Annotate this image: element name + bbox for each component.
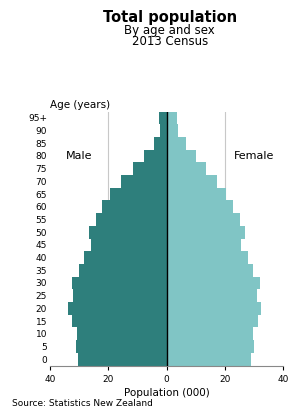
Text: Age (years): Age (years) bbox=[50, 100, 110, 110]
Bar bbox=[72, 315, 167, 328]
Bar bbox=[92, 238, 167, 251]
X-axis label: Population (000): Population (000) bbox=[124, 388, 210, 398]
Bar bbox=[159, 112, 167, 124]
Bar bbox=[167, 150, 196, 162]
Bar bbox=[167, 112, 177, 124]
Bar bbox=[110, 188, 167, 200]
Bar bbox=[167, 162, 206, 175]
Bar bbox=[167, 328, 253, 340]
Bar bbox=[78, 353, 167, 366]
Text: 2013 Census: 2013 Census bbox=[132, 35, 208, 47]
Bar bbox=[167, 175, 217, 188]
Text: By age and sex: By age and sex bbox=[124, 24, 215, 37]
Bar bbox=[102, 200, 167, 213]
Bar bbox=[84, 251, 167, 264]
Bar bbox=[167, 188, 226, 200]
Bar bbox=[72, 277, 167, 289]
Text: Female: Female bbox=[234, 151, 274, 161]
Text: Total population: Total population bbox=[103, 10, 237, 25]
Text: Male: Male bbox=[66, 151, 92, 161]
Bar bbox=[68, 302, 167, 315]
Bar bbox=[154, 137, 167, 150]
Bar bbox=[167, 238, 241, 251]
Text: Source: Statistics New Zealand: Source: Statistics New Zealand bbox=[12, 399, 153, 408]
Bar bbox=[167, 353, 251, 366]
Bar bbox=[73, 289, 167, 302]
Bar bbox=[144, 150, 167, 162]
Bar bbox=[77, 328, 167, 340]
Bar bbox=[167, 213, 240, 226]
Bar bbox=[167, 251, 248, 264]
Bar bbox=[96, 213, 167, 226]
Bar bbox=[167, 315, 258, 328]
Bar bbox=[167, 289, 257, 302]
Bar bbox=[167, 264, 253, 277]
Bar bbox=[167, 200, 233, 213]
Bar bbox=[160, 124, 167, 137]
Bar bbox=[89, 226, 167, 238]
Bar bbox=[167, 277, 260, 289]
Bar bbox=[133, 162, 167, 175]
Bar bbox=[121, 175, 167, 188]
Bar bbox=[167, 124, 178, 137]
Bar bbox=[167, 226, 245, 238]
Bar bbox=[167, 137, 186, 150]
Bar bbox=[167, 302, 261, 315]
Bar bbox=[76, 340, 167, 353]
Bar bbox=[167, 340, 254, 353]
Bar bbox=[78, 264, 167, 277]
